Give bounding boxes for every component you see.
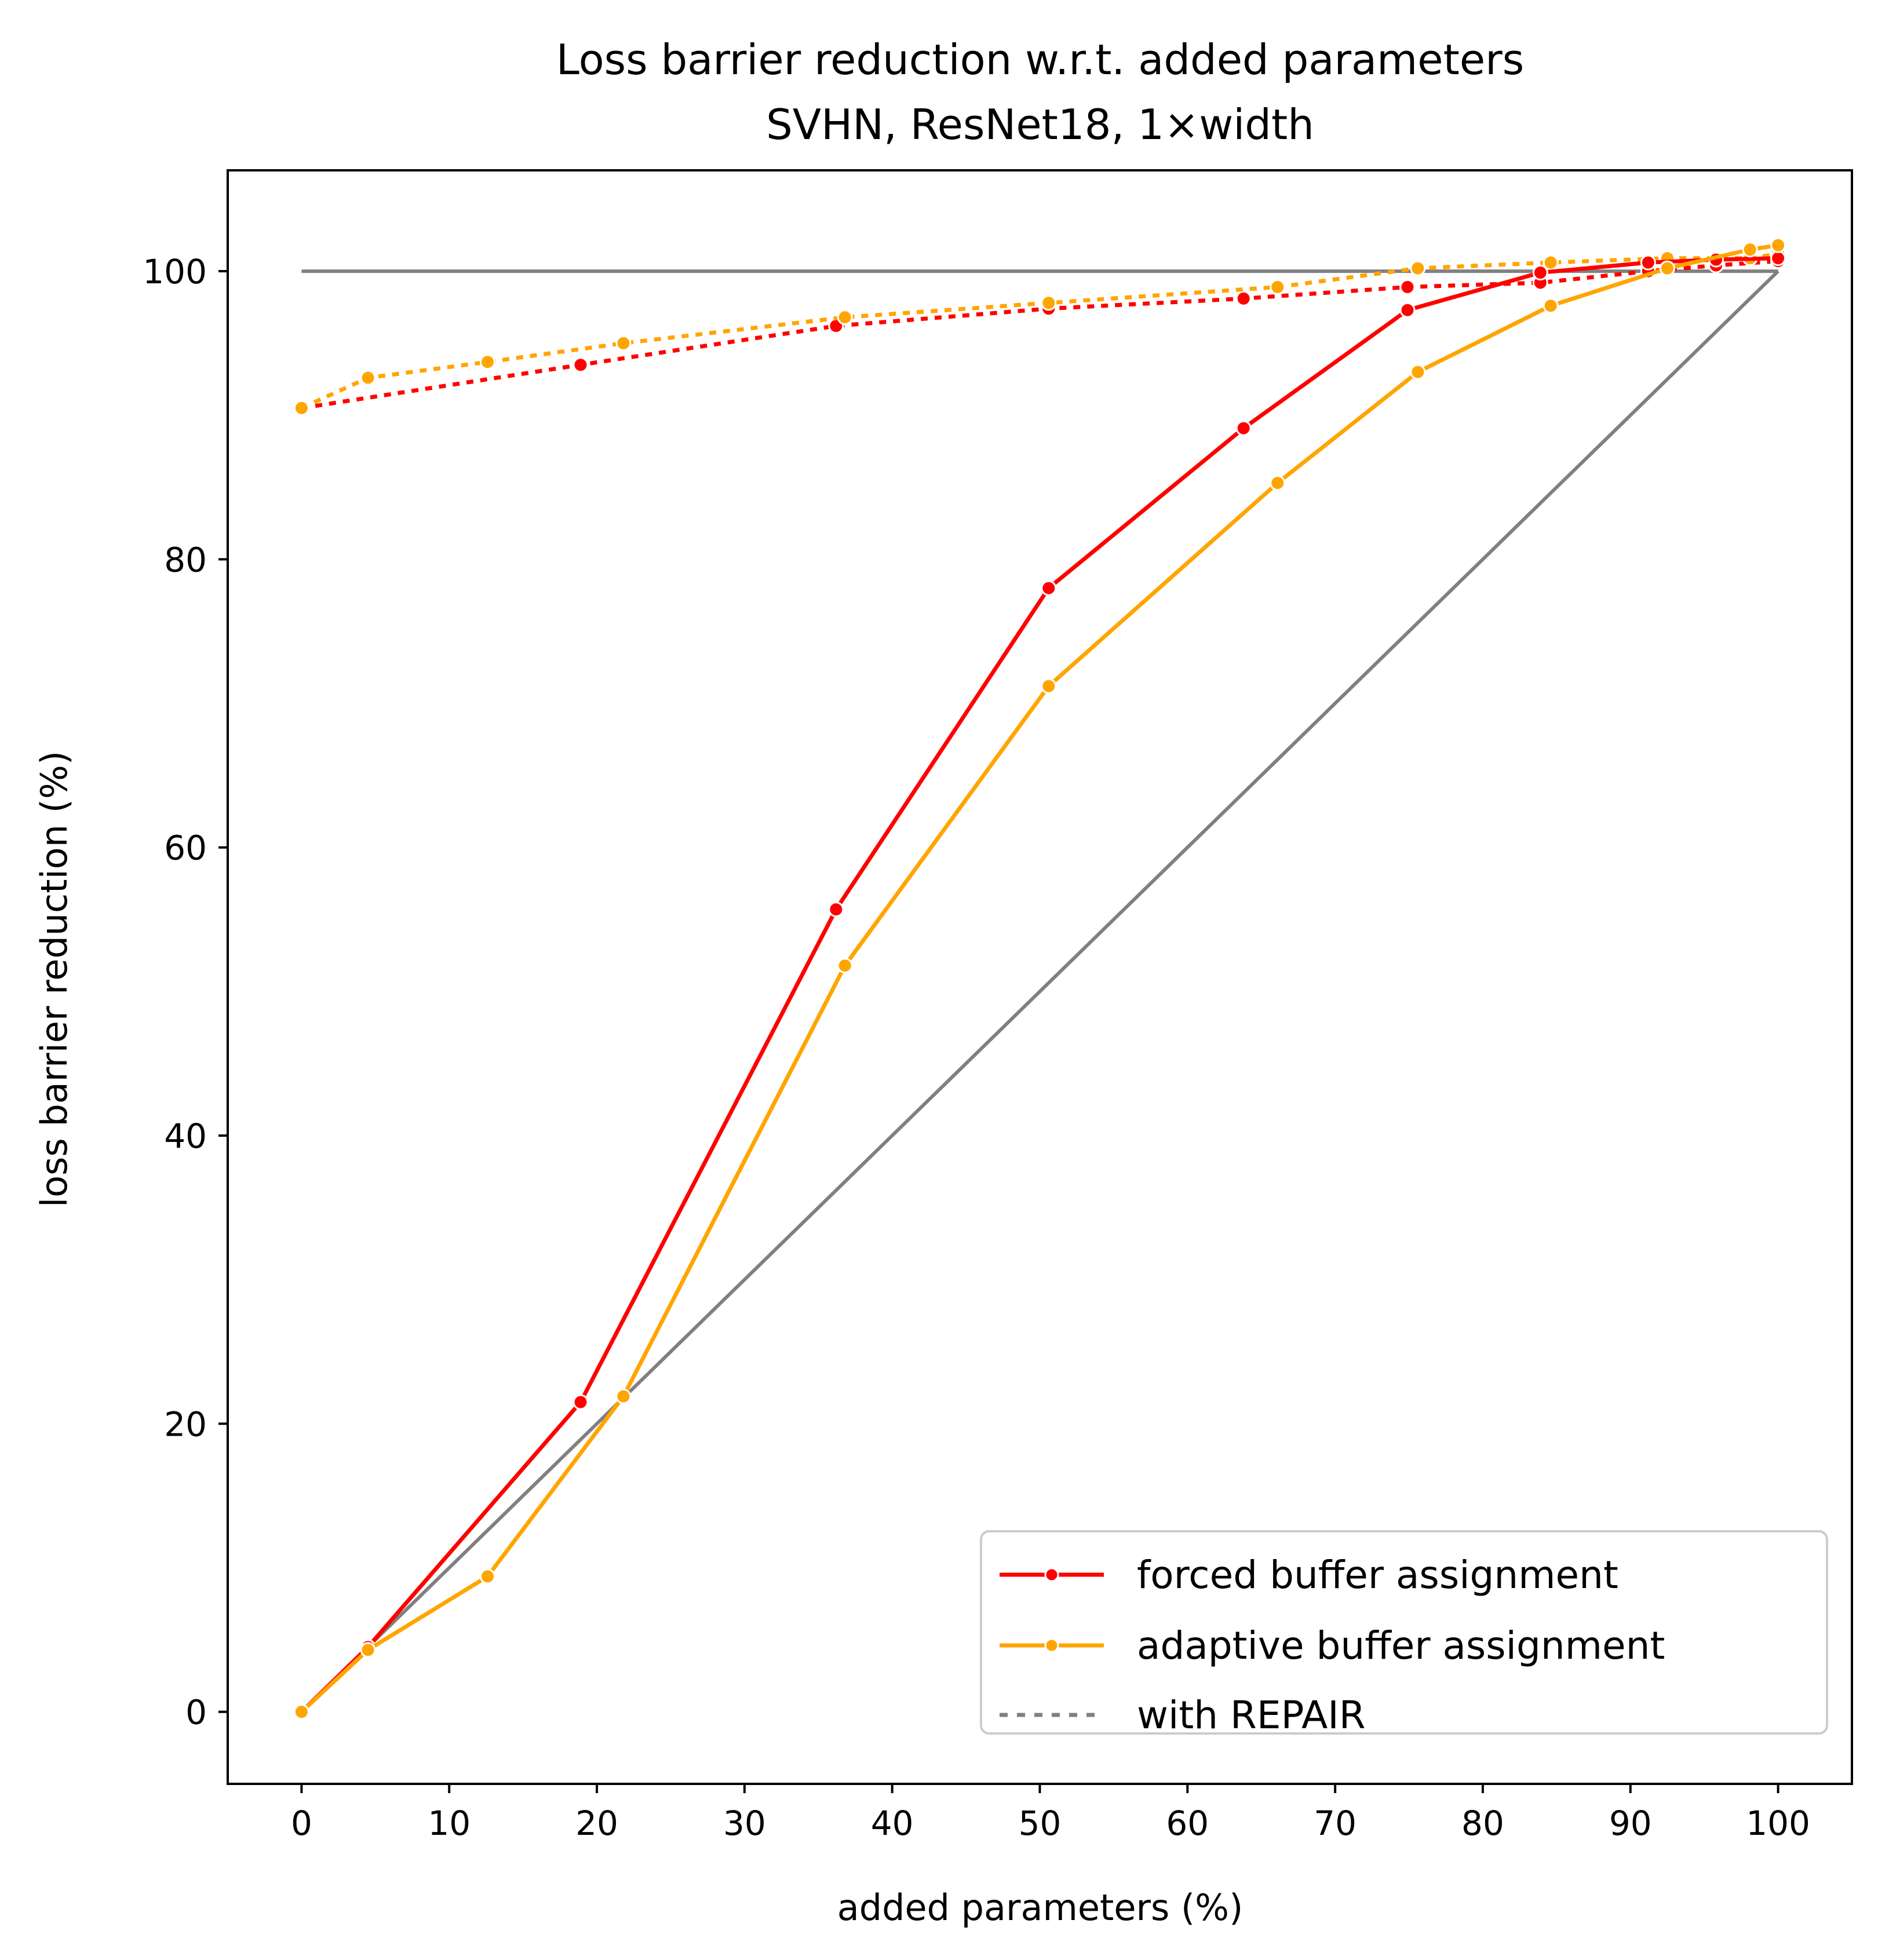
x-axis: 0 10 20 30 40 50 60 70 80 90 100 [291, 1784, 1810, 1843]
data-point [1270, 475, 1286, 491]
data-point [479, 354, 495, 370]
data-point [1542, 298, 1559, 314]
data-point [615, 335, 632, 351]
x-tick-label: 80 [1461, 1804, 1504, 1843]
data-point [1270, 279, 1286, 295]
x-tick-label: 20 [575, 1804, 618, 1843]
data-point [1532, 265, 1548, 281]
y-axis-label: loss barrier reduction (%) [33, 751, 75, 1207]
y-axis: 0 20 40 60 80 100 [143, 252, 228, 1732]
x-tick-label: 90 [1609, 1804, 1652, 1843]
data-point [360, 1642, 376, 1658]
data-point [837, 309, 853, 326]
legend-box [980, 1530, 1828, 1735]
x-tick-label: 50 [1019, 1804, 1062, 1843]
y-tick-label: 100 [143, 252, 207, 291]
data-point [1235, 290, 1252, 306]
data-point [1410, 364, 1426, 380]
data-point [1410, 260, 1426, 276]
legend-label-adaptive: adaptive buffer assignment [1137, 1623, 1665, 1668]
data-point [572, 1394, 589, 1410]
reference-line-2 [300, 269, 1779, 1713]
series-adaptive-buffer-assignment [293, 237, 1786, 1720]
chart-subtitle: SVHN, ResNet18, 1×width [766, 100, 1314, 149]
legend: forced buffer assignment adaptive buffer… [980, 1530, 1828, 1738]
y-tick-label: 80 [164, 540, 207, 579]
legend-label-forced: forced buffer assignment [1137, 1553, 1618, 1597]
data-point [1742, 242, 1758, 258]
legend-marker-forced [1044, 1567, 1059, 1582]
y-tick-label: 20 [164, 1404, 207, 1444]
x-tick-label: 30 [723, 1804, 766, 1843]
data-point [1399, 302, 1416, 318]
data-point [1640, 254, 1656, 271]
x-tick-label: 10 [428, 1804, 471, 1843]
series-line-adaptive-buffer-assignment-with-repair [300, 251, 1779, 410]
data-point [360, 370, 376, 386]
data-point [293, 400, 309, 416]
data-point [1770, 250, 1786, 267]
data-point [837, 958, 853, 974]
data-point [615, 1388, 632, 1404]
x-tick-label: 0 [291, 1804, 312, 1843]
plot-area [293, 237, 1786, 1720]
data-point [828, 901, 844, 918]
y-tick-label: 60 [164, 828, 207, 868]
data-point [1542, 254, 1559, 271]
data-point [1041, 678, 1057, 694]
data-point [1770, 237, 1786, 253]
x-axis-label: added parameters (%) [837, 1886, 1244, 1929]
data-point [1659, 260, 1675, 276]
legend-marker-adaptive [1044, 1638, 1059, 1653]
data-point [1235, 420, 1252, 436]
y-tick-label: 40 [164, 1116, 207, 1156]
data-point [293, 1704, 309, 1720]
x-tick-label: 60 [1166, 1804, 1209, 1843]
data-point [572, 357, 589, 373]
chart-title: Loss barrier reduction w.r.t. added para… [556, 35, 1524, 84]
data-point [479, 1568, 495, 1585]
x-tick-label: 40 [871, 1804, 914, 1843]
series-line-forced-buffer-assignment-with-repair [301, 259, 1778, 410]
data-point [1399, 279, 1416, 295]
x-tick-label: 100 [1746, 1804, 1810, 1843]
series-line-adaptive-buffer-assignment [300, 243, 1779, 1714]
data-point [1041, 295, 1057, 311]
legend-label-repair: with REPAIR [1137, 1693, 1366, 1738]
y-tick-label: 0 [185, 1693, 207, 1732]
x-tick-label: 70 [1314, 1804, 1356, 1843]
data-point [1041, 580, 1057, 596]
